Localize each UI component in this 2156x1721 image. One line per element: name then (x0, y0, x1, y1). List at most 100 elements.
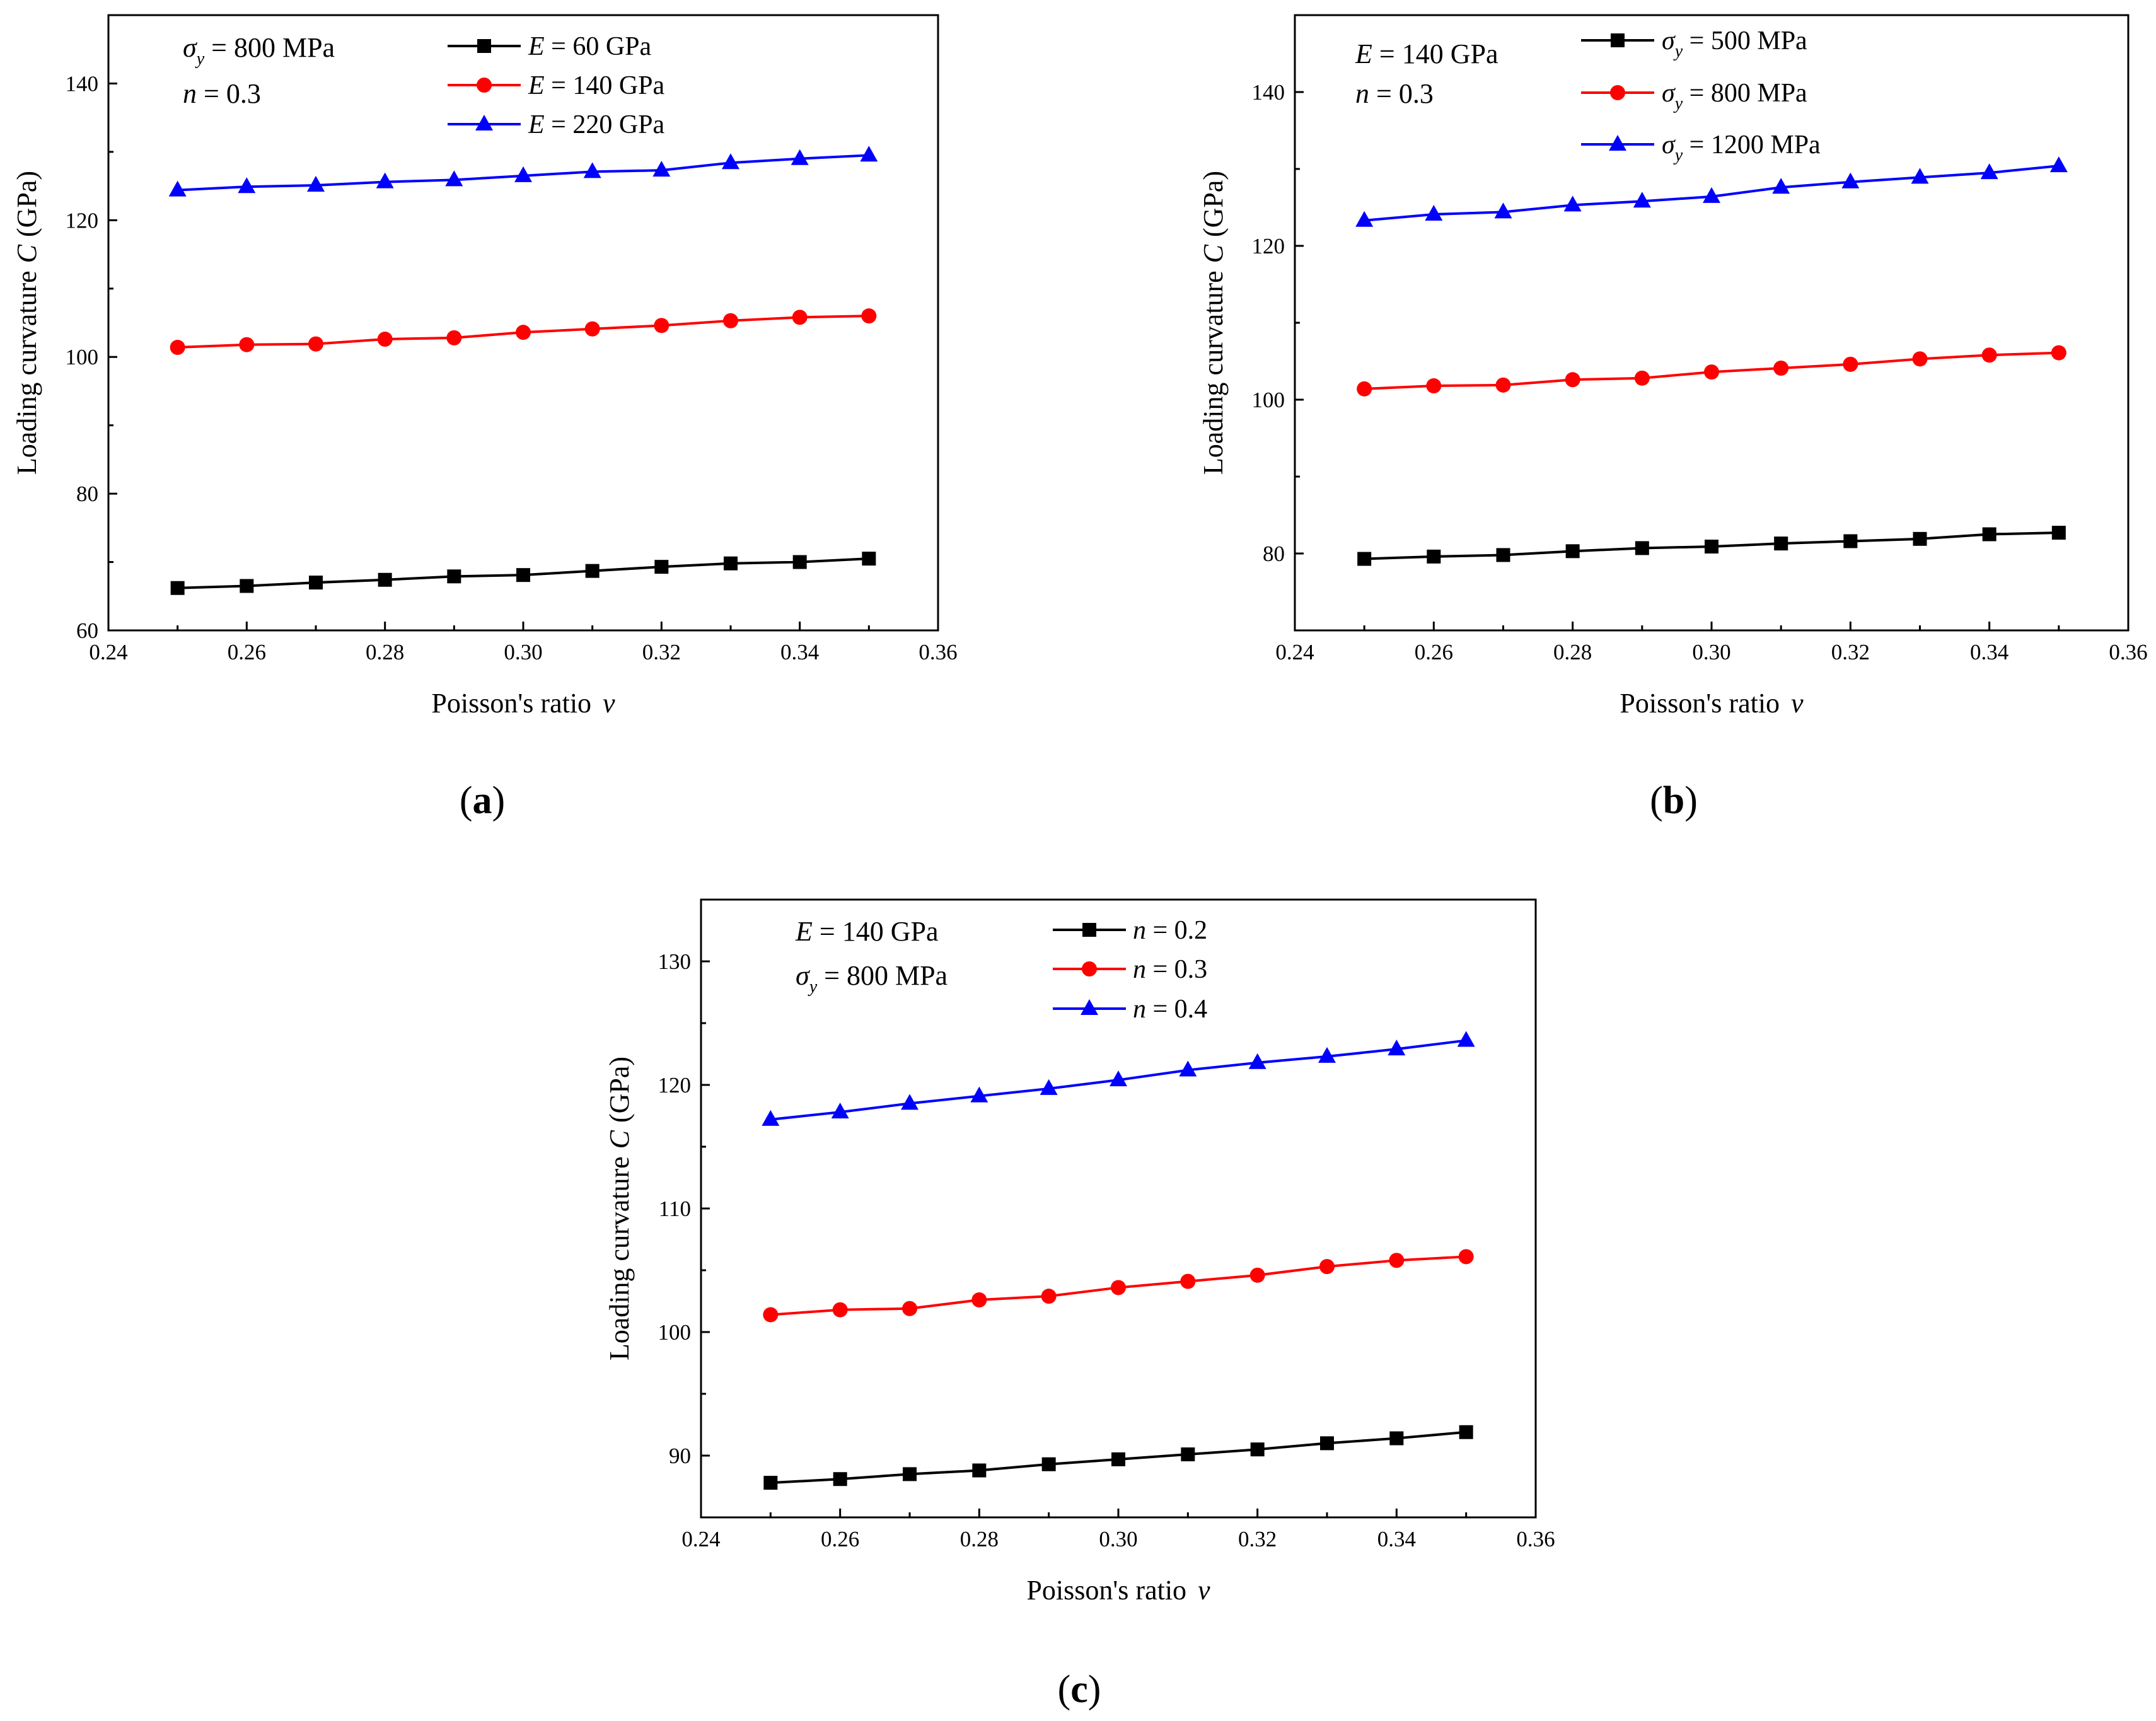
x-tick-label: 0.36 (2109, 640, 2147, 664)
data-point (654, 318, 669, 333)
data-point (1248, 1053, 1266, 1069)
y-axis-title-symbol: C (604, 1130, 635, 1149)
x-tick-label: 0.32 (1831, 640, 1870, 664)
legend-marker (1082, 961, 1097, 976)
data-point (2051, 526, 2066, 540)
legend-subscript: y (1673, 146, 1683, 165)
x-tick-label: 0.28 (1553, 640, 1592, 664)
panel-label: (a) (460, 779, 505, 822)
data-point (901, 1094, 919, 1110)
condition-subscript: y (808, 977, 818, 997)
legend-label: E = 140 GPa (528, 71, 665, 100)
data-point (1389, 1431, 1404, 1446)
data-point (831, 1103, 849, 1119)
legend-entry: n = 0.2 (1053, 916, 1207, 945)
series-0 (170, 552, 876, 595)
data-point (2049, 156, 2068, 173)
x-tick-label: 0.28 (960, 1527, 999, 1551)
series-2 (168, 146, 878, 197)
data-point (1041, 1289, 1057, 1304)
data-point (1634, 370, 1650, 386)
data-point (652, 161, 671, 177)
series-1 (763, 1249, 1474, 1323)
panel-label-letter: c (1070, 1668, 1088, 1711)
y-tick-label: 140 (1252, 80, 1285, 105)
data-point (1179, 1060, 1197, 1077)
legend-marker (1081, 999, 1098, 1015)
panel-label-paren: ) (492, 779, 506, 822)
data-point (1110, 1070, 1127, 1087)
condition-annotation: n = 0.3 (1355, 78, 1434, 109)
data-point (1981, 347, 1997, 363)
data-point (1705, 540, 1718, 554)
condition-symbol: E (795, 916, 813, 947)
data-point (1426, 378, 1442, 394)
x-tick-label: 0.26 (228, 640, 266, 664)
data-point (971, 1292, 987, 1308)
data-point (791, 149, 809, 165)
x-tick-label: 0.24 (681, 1527, 720, 1551)
legend-label: σy = 500 MPa (1662, 26, 1807, 61)
legend-text-value: = 0.2 (1146, 916, 1207, 945)
chart-panel-b: 0.24 0.26 0.28 0.30 0.32 0.34 0.36 80 100 120 140 P… (1198, 14, 2148, 822)
data-point (584, 321, 600, 337)
x-axis-title-symbol: ν (603, 688, 615, 719)
x-tick-label: 0.34 (1377, 1527, 1416, 1551)
y-axis-title-text: Loading curvature (1198, 270, 1229, 475)
data-point (1319, 1259, 1335, 1275)
series-1 (1357, 345, 2066, 397)
data-point (1912, 351, 1928, 367)
data-point (1357, 552, 1372, 566)
chart-panel-a: 0.24 0.26 0.28 0.30 0.32 0.34 0.36 60 80 100 120 14… (11, 14, 958, 822)
legend-symbol: n (1133, 916, 1146, 945)
condition-symbol: σ (796, 960, 811, 991)
panel-label: (b) (1650, 779, 1698, 822)
data-point (1772, 178, 1790, 194)
data-point (445, 170, 463, 187)
data-point (654, 560, 669, 574)
data-point (762, 1110, 780, 1126)
x-tick-label: 0.26 (1415, 640, 1453, 664)
data-point (1318, 1046, 1336, 1063)
legend-label: n = 0.2 (1133, 916, 1207, 945)
y-tick-label: 80 (76, 482, 98, 506)
legend-entry: n = 0.3 (1053, 955, 1207, 984)
panel-label-paren: ) (1684, 779, 1698, 822)
legend-label: n = 0.3 (1133, 955, 1207, 984)
legend-label: n = 0.4 (1133, 995, 1207, 1024)
x-axis-title: Poisson's ratio ν (431, 688, 615, 719)
legend-marker (1609, 135, 1626, 151)
y-axis-title-unit: (GPa) (604, 1057, 635, 1123)
y-axis-title: Loading curvature C (GPa) (604, 1057, 635, 1360)
data-point (170, 581, 185, 595)
series-0 (763, 1425, 1473, 1490)
data-point (1911, 168, 1929, 184)
data-point (516, 568, 530, 582)
x-tick-label: 0.30 (1099, 1527, 1137, 1551)
data-point (1355, 211, 1374, 227)
data-point (308, 336, 323, 352)
x-axis-title-symbol: ν (1791, 688, 1804, 719)
legend-entry: n = 0.4 (1053, 995, 1207, 1024)
x-tick-label: 0.26 (821, 1527, 859, 1551)
data-point (378, 572, 392, 587)
data-point (1427, 549, 1441, 564)
data-point (1250, 1442, 1265, 1457)
x-tick-label: 0.36 (1516, 1527, 1555, 1551)
data-point (239, 337, 255, 352)
data-point (1249, 1267, 1265, 1283)
legend-entry: E = 60 GPa (448, 32, 652, 61)
plot-frame (700, 898, 1537, 1519)
data-point (1496, 548, 1510, 562)
legend-text-value: = 0.4 (1146, 995, 1207, 1024)
legend-symbol: σ (1662, 26, 1676, 55)
condition-annotation: σy = 800 MPa (796, 960, 948, 997)
legend-marker (1082, 923, 1096, 937)
series-2 (1355, 156, 2068, 227)
legend-label: E = 60 GPa (528, 32, 652, 61)
legend-marker (477, 39, 491, 53)
data-point (1563, 195, 1582, 212)
x-axis-title-text: Poisson's ratio (1026, 1575, 1186, 1606)
data-point (763, 1307, 779, 1323)
x-tick-label: 0.32 (642, 640, 681, 664)
